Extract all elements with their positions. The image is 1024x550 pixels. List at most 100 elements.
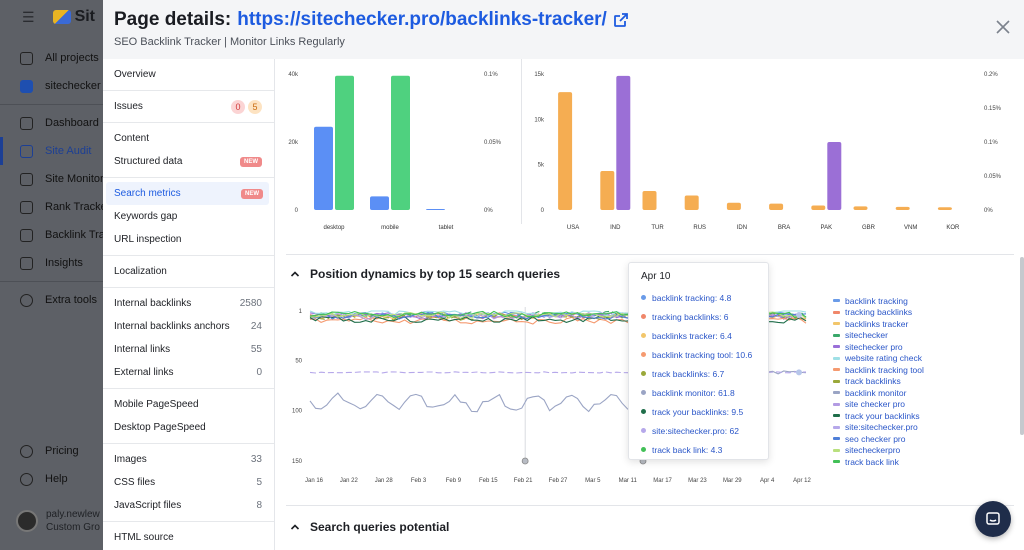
bar[interactable] bbox=[370, 196, 389, 210]
bar[interactable] bbox=[769, 203, 784, 210]
legend-label: track backlinks bbox=[845, 376, 901, 387]
close-icon[interactable] bbox=[994, 18, 1012, 36]
tooltip-text: backlink tracking tool: 10.6 bbox=[652, 349, 753, 360]
app-nav-backlink-tracker[interactable]: Backlink Tra bbox=[0, 221, 103, 249]
app-nav-insights[interactable]: Insights bbox=[0, 249, 103, 277]
legend-swatch bbox=[833, 356, 840, 360]
nav-content[interactable]: Content bbox=[114, 133, 150, 144]
legend-item[interactable]: website rating check bbox=[833, 353, 924, 365]
y2-tick-label: 0.1% bbox=[984, 140, 998, 146]
x-tick-label: Mar 17 bbox=[653, 478, 672, 484]
nav-external-links[interactable]: External links 0 bbox=[114, 367, 262, 378]
legend-item[interactable]: sitecheckerpro bbox=[833, 445, 924, 457]
tooltip-dot bbox=[641, 371, 646, 376]
nav-structured-data[interactable]: Structured data NEW bbox=[103, 150, 274, 173]
nav-keywords-gap[interactable]: Keywords gap bbox=[114, 211, 178, 222]
x-tick-label: Feb 3 bbox=[411, 478, 427, 484]
user-menu[interactable]: paly.newlew Custom Gro bbox=[16, 508, 100, 534]
bar[interactable] bbox=[391, 75, 410, 210]
bar[interactable] bbox=[600, 171, 615, 210]
nav-internal-backlinks[interactable]: Internal backlinks 2580 bbox=[114, 298, 262, 309]
nav-desktop-pagespeed[interactable]: Desktop PageSpeed bbox=[114, 422, 206, 433]
nav-mobile-pagespeed[interactable]: Mobile PageSpeed bbox=[114, 399, 199, 410]
bar[interactable] bbox=[314, 126, 333, 210]
app-nav-site-audit[interactable]: Site Audit bbox=[0, 137, 103, 165]
legend-item[interactable]: backlinks tracker bbox=[833, 318, 924, 330]
legend-label: sitechecker pro bbox=[845, 341, 903, 352]
chart-tooltip: Apr 10 backlink tracking: 4.8 tracking ba… bbox=[628, 262, 769, 460]
search-queries-potential-header[interactable]: Search queries potential bbox=[290, 520, 449, 534]
bar[interactable] bbox=[827, 142, 842, 210]
legend-item[interactable]: sitechecker pro bbox=[833, 341, 924, 353]
y-tick-label: 15k bbox=[534, 72, 545, 78]
external-link-icon[interactable] bbox=[613, 12, 629, 28]
bar[interactable] bbox=[616, 75, 631, 211]
app-nav-site-monitor[interactable]: Site Monitor bbox=[0, 165, 103, 193]
bar[interactable] bbox=[558, 92, 573, 210]
x-tick-label: USA bbox=[567, 225, 579, 231]
legend-label: site checker pro bbox=[845, 399, 905, 410]
app-nav-all-projects[interactable]: All projects bbox=[0, 44, 103, 72]
legend-item[interactable]: backlink tracking tool bbox=[833, 364, 924, 376]
chat-button[interactable] bbox=[975, 501, 1011, 537]
legend-item[interactable]: track backlinks bbox=[833, 376, 924, 388]
tooltip-text: backlinks tracker: 6.4 bbox=[652, 330, 732, 341]
legend-item[interactable]: seo checker pro bbox=[833, 433, 924, 445]
y-tick-label: 150 bbox=[292, 459, 303, 465]
tooltip-row: backlink tracking tool: 10.6 bbox=[641, 345, 768, 364]
menu-icon[interactable]: ☰ bbox=[22, 8, 35, 25]
app-nav-dashboard[interactable]: Dashboard bbox=[0, 109, 103, 137]
bar[interactable] bbox=[811, 205, 826, 210]
bar[interactable] bbox=[853, 206, 868, 210]
wand-icon bbox=[20, 256, 33, 270]
nav-javascript-files[interactable]: JavaScript files 8 bbox=[114, 500, 262, 511]
app-nav-pricing[interactable]: Pricing bbox=[0, 437, 103, 465]
legend-item[interactable]: sitechecker bbox=[833, 330, 924, 342]
y-tick-label: 50 bbox=[295, 358, 302, 364]
app-nav-extra-tools[interactable]: Extra tools bbox=[0, 286, 103, 314]
y-tick-label: 10k bbox=[534, 117, 545, 123]
app-nav-project[interactable]: sitechecker bbox=[0, 72, 103, 100]
legend-item[interactable]: track back link bbox=[833, 456, 924, 468]
legend-item[interactable]: site checker pro bbox=[833, 399, 924, 411]
bar[interactable] bbox=[726, 202, 741, 210]
nav-search-metrics[interactable]: Search metrics NEW bbox=[106, 182, 269, 205]
nav-images[interactable]: Images 33 bbox=[114, 454, 262, 465]
legend-swatch bbox=[833, 379, 840, 383]
app-nav-rank-tracker[interactable]: Rank Tracker bbox=[0, 193, 103, 221]
nav-internal-links[interactable]: Internal links 55 bbox=[114, 344, 262, 355]
tooltip-row: backlink tracking: 4.8 bbox=[641, 288, 768, 307]
bar[interactable] bbox=[642, 190, 657, 210]
nav-internal-backlinks-anchors[interactable]: Internal backlinks anchors 24 bbox=[114, 321, 262, 332]
nav-overview[interactable]: Overview bbox=[114, 69, 156, 80]
y-tick-label: 0 bbox=[541, 208, 545, 214]
nav-css-files[interactable]: CSS files 5 bbox=[114, 477, 262, 488]
y-tick-label: 0 bbox=[295, 208, 299, 214]
scrollbar[interactable] bbox=[1020, 257, 1024, 435]
nav-html-source[interactable]: HTML source bbox=[114, 532, 174, 543]
app-nav-help[interactable]: Help bbox=[0, 465, 103, 493]
crosshair-handle[interactable] bbox=[521, 457, 529, 465]
legend-item[interactable]: backlink tracking bbox=[833, 295, 924, 307]
legend-item[interactable]: tracking backlinks bbox=[833, 307, 924, 319]
page-url-link[interactable]: https://sitechecker.pro/backlinks-tracke… bbox=[237, 9, 607, 30]
bar[interactable] bbox=[335, 75, 354, 210]
home-icon bbox=[20, 51, 33, 65]
legend-label: sitechecker bbox=[845, 330, 888, 341]
legend-label: backlink tracking bbox=[845, 295, 908, 306]
nav-localization[interactable]: Localization bbox=[114, 266, 167, 277]
legend-item[interactable]: site:sitechecker.pro bbox=[833, 422, 924, 434]
bar[interactable] bbox=[684, 195, 699, 210]
bar[interactable] bbox=[895, 206, 910, 210]
legend-item[interactable]: backlink monitor bbox=[833, 387, 924, 399]
bar[interactable] bbox=[426, 208, 445, 210]
legend-item[interactable]: track your backlinks bbox=[833, 410, 924, 422]
position-dynamics-header[interactable]: Position dynamics by top 15 search queri… bbox=[290, 267, 560, 281]
bar[interactable] bbox=[937, 207, 952, 210]
y2-tick-label: 0% bbox=[984, 208, 993, 214]
nav-url-inspection[interactable]: URL inspection bbox=[114, 234, 182, 245]
app-logo[interactable]: Sit bbox=[52, 8, 95, 26]
x-tick-label: Jan 16 bbox=[305, 478, 324, 484]
legend-label: site:sitechecker.pro bbox=[845, 422, 918, 433]
